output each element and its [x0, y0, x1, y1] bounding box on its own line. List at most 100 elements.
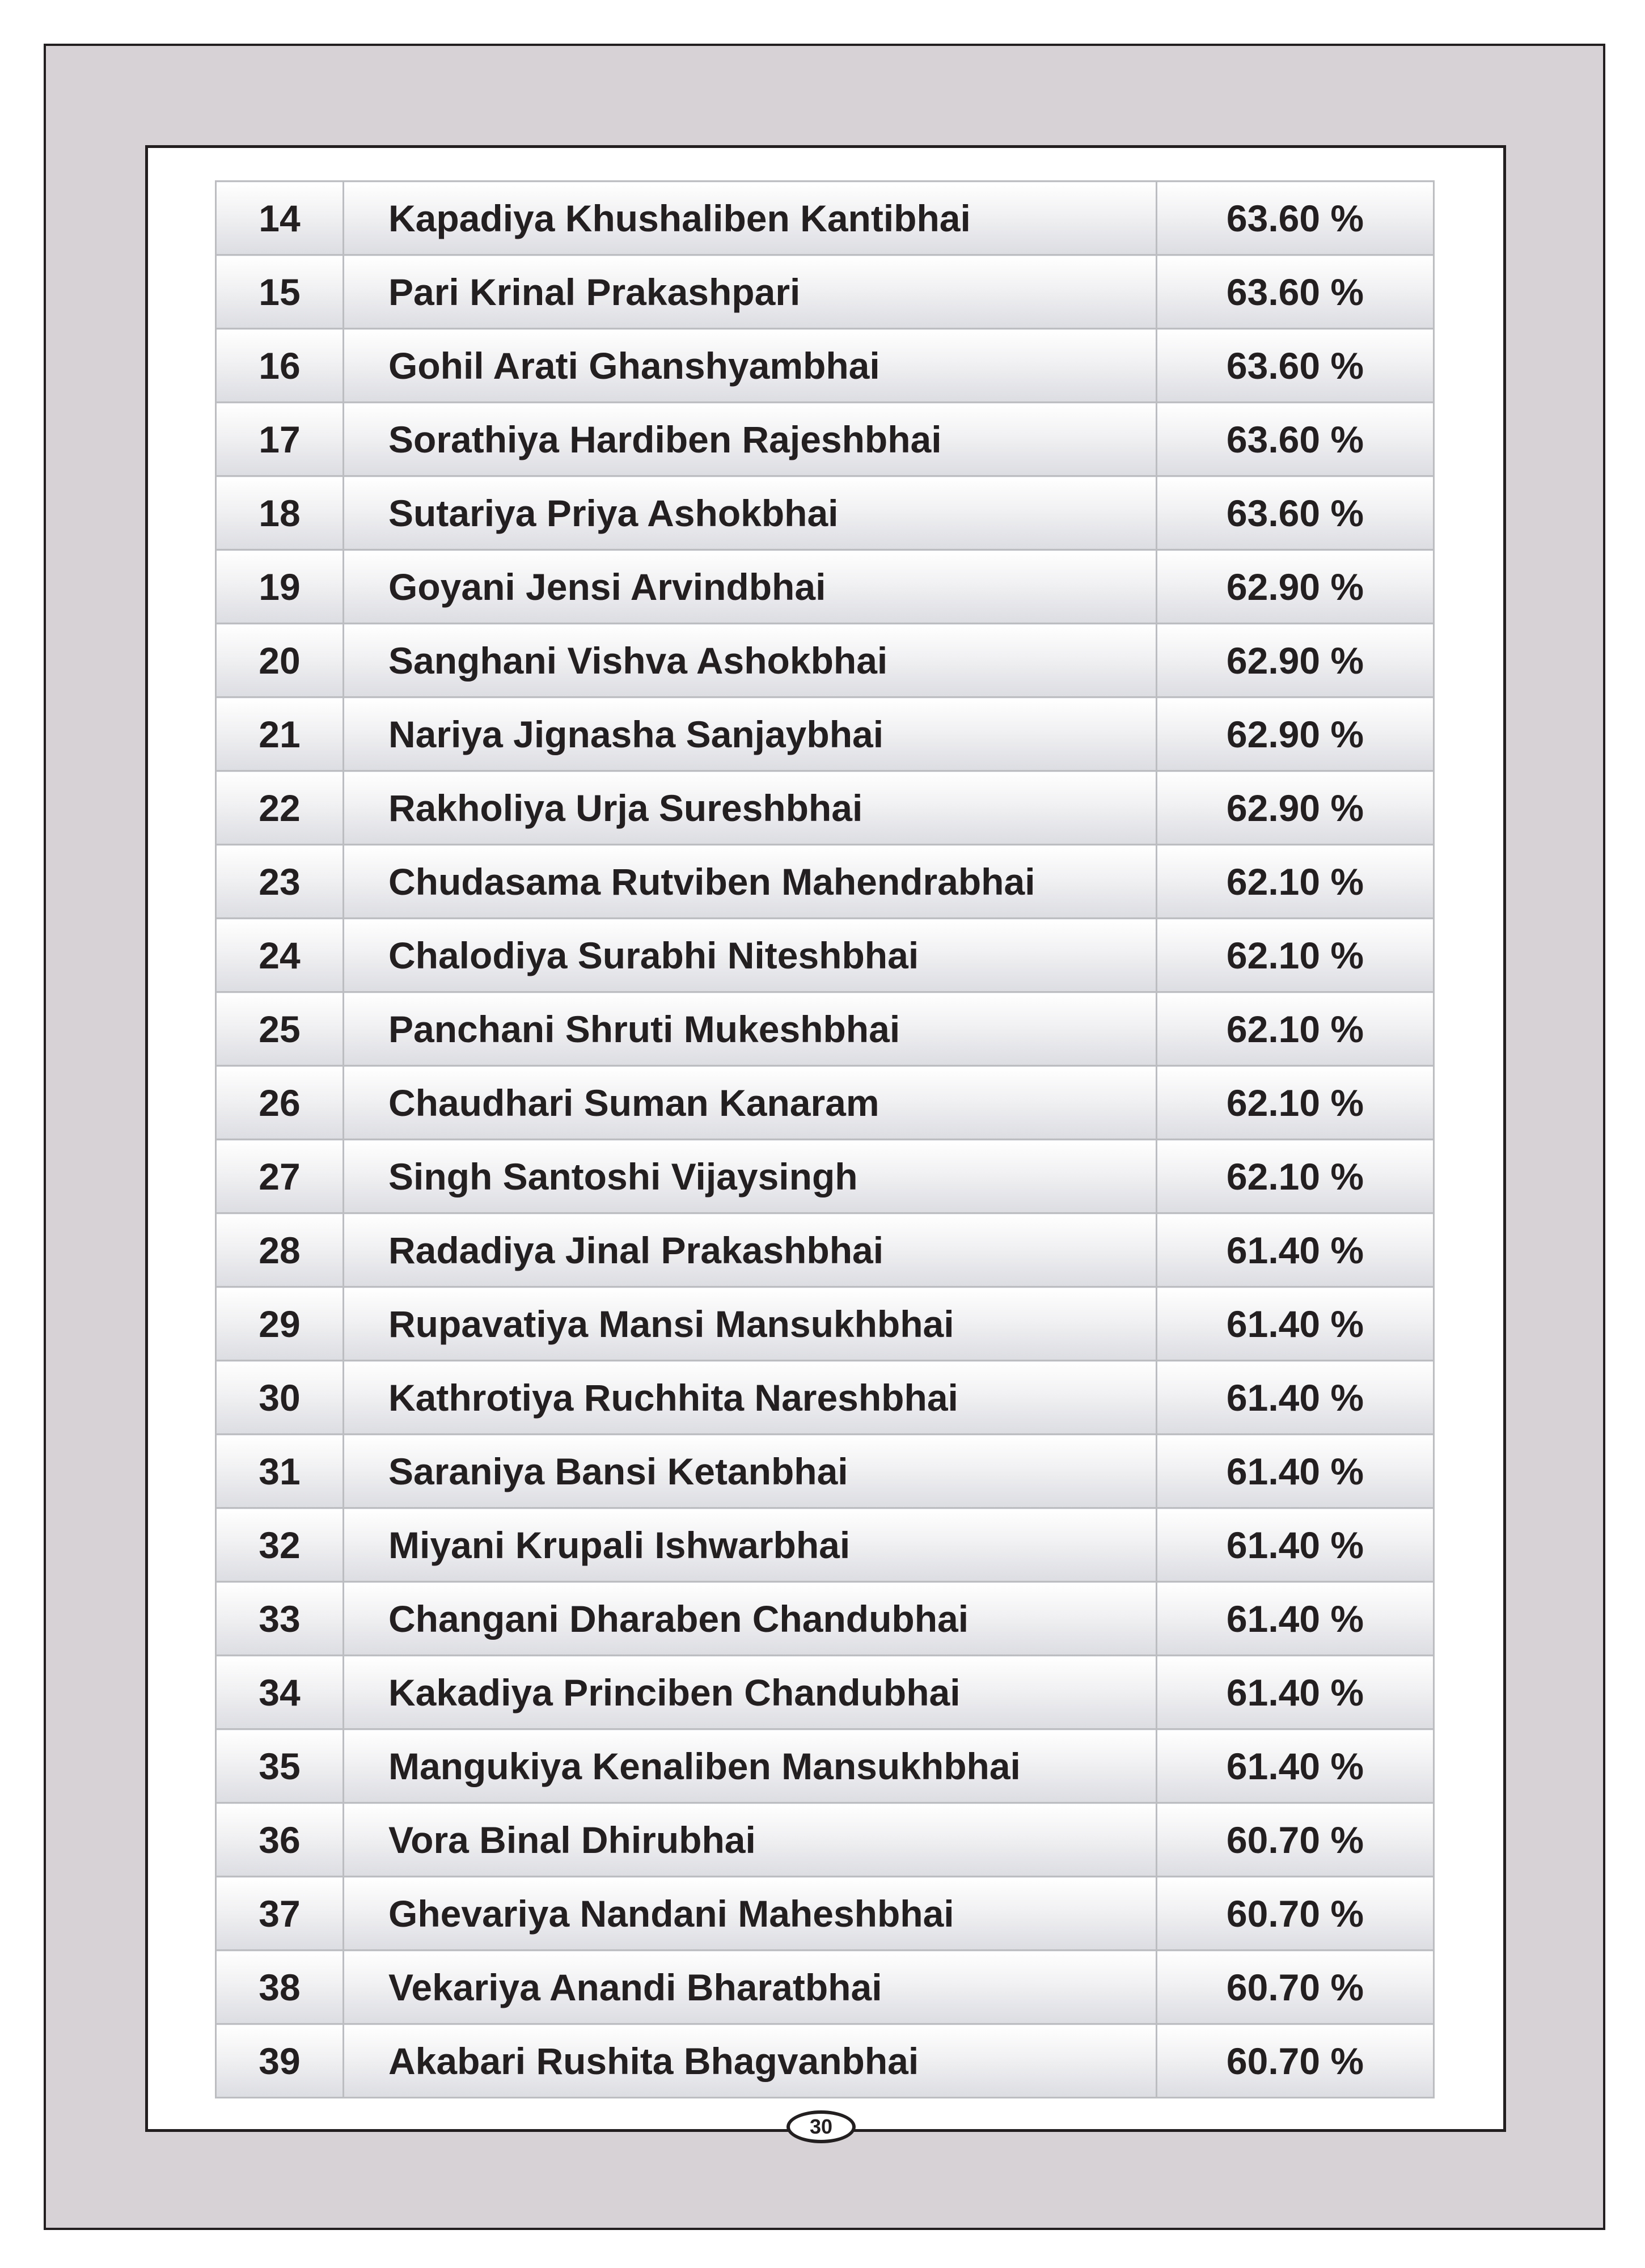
name-cell: Singh Santoshi Vijaysingh [342, 1139, 1157, 1214]
rank-cell: 29 [215, 1286, 344, 1361]
table-row: 34 Kakadiya Princiben Chandubhai 61.40 % [215, 1655, 1435, 1730]
rank-cell: 35 [215, 1728, 344, 1804]
percent-cell: 60.70 % [1156, 1876, 1435, 1951]
rank-cell: 15 [215, 254, 344, 329]
name-cell: Kakadiya Princiben Chandubhai [342, 1655, 1157, 1730]
table-row: 38 Vekariya Anandi Bharatbhai 60.70 % [215, 1949, 1435, 2025]
rank-cell: 33 [215, 1581, 344, 1656]
table-row: 29 Rupavatiya Mansi Mansukhbhai 61.40 % [215, 1286, 1435, 1361]
name-cell: Nariya Jignasha Sanjaybhai [342, 696, 1157, 772]
name-cell: Mangukiya Kenaliben Mansukhbhai [342, 1728, 1157, 1804]
table-row: 18 Sutariya Priya Ashokbhai 63.60 % [215, 475, 1435, 551]
page-number: 30 [786, 2110, 856, 2143]
name-cell: Vekariya Anandi Bharatbhai [342, 1949, 1157, 2025]
percent-cell: 61.40 % [1156, 1286, 1435, 1361]
name-cell: Sorathiya Hardiben Rajeshbhai [342, 401, 1157, 477]
percent-cell: 60.70 % [1156, 1802, 1435, 1877]
rank-cell: 30 [215, 1360, 344, 1435]
percent-cell: 62.90 % [1156, 549, 1435, 624]
name-cell: Kathrotiya Ruchhita Nareshbhai [342, 1360, 1157, 1435]
percent-cell: 62.10 % [1156, 917, 1435, 993]
percent-cell: 63.60 % [1156, 180, 1435, 256]
percent-cell: 61.40 % [1156, 1581, 1435, 1656]
table-row: 37 Ghevariya Nandani Maheshbhai 60.70 % [215, 1876, 1435, 1951]
percent-cell: 61.40 % [1156, 1728, 1435, 1804]
name-cell: Ghevariya Nandani Maheshbhai [342, 1876, 1157, 1951]
percent-cell: 63.60 % [1156, 475, 1435, 551]
percent-cell: 62.10 % [1156, 991, 1435, 1067]
results-table: 14 Kapadiya Khushaliben Kantibhai 63.60 % 1… [215, 180, 1435, 2098]
name-cell: Changani Dharaben Chandubhai [342, 1581, 1157, 1656]
rank-cell: 32 [215, 1507, 344, 1582]
table-row: 17 Sorathiya Hardiben Rajeshbhai 63.60 % [215, 401, 1435, 477]
name-cell: Akabari Rushita Bhagvanbhai [342, 2023, 1157, 2098]
percent-cell: 60.70 % [1156, 1949, 1435, 2025]
name-cell: Kapadiya Khushaliben Kantibhai [342, 180, 1157, 256]
name-cell: Sanghani Vishva Ashokbhai [342, 623, 1157, 698]
table-row: 28 Radadiya Jinal Prakashbhai 61.40 % [215, 1212, 1435, 1288]
rank-cell: 26 [215, 1065, 344, 1140]
table-row: 16 Gohil Arati Ghanshyambhai 63.60 % [215, 328, 1435, 403]
table-row: 25 Panchani Shruti Mukeshbhai 62.10 % [215, 991, 1435, 1067]
table-row: 21 Nariya Jignasha Sanjaybhai 62.90 % [215, 696, 1435, 772]
name-cell: Panchani Shruti Mukeshbhai [342, 991, 1157, 1067]
table-row: 22 Rakholiya Urja Sureshbhai 62.90 % [215, 770, 1435, 845]
rank-cell: 22 [215, 770, 344, 845]
name-cell: Gohil Arati Ghanshyambhai [342, 328, 1157, 403]
rank-cell: 19 [215, 549, 344, 624]
name-cell: Goyani Jensi Arvindbhai [342, 549, 1157, 624]
rank-cell: 37 [215, 1876, 344, 1951]
rank-cell: 16 [215, 328, 344, 403]
rank-cell: 21 [215, 696, 344, 772]
table-row: 19 Goyani Jensi Arvindbhai 62.90 % [215, 549, 1435, 624]
rank-cell: 18 [215, 475, 344, 551]
rank-cell: 28 [215, 1212, 344, 1288]
rank-cell: 14 [215, 180, 344, 256]
percent-cell: 61.40 % [1156, 1507, 1435, 1582]
table-row: 31 Saraniya Bansi Ketanbhai 61.40 % [215, 1433, 1435, 1509]
table-row: 30 Kathrotiya Ruchhita Nareshbhai 61.40 % [215, 1360, 1435, 1435]
rank-cell: 17 [215, 401, 344, 477]
percent-cell: 62.10 % [1156, 844, 1435, 919]
name-cell: Rakholiya Urja Sureshbhai [342, 770, 1157, 845]
percent-cell: 62.90 % [1156, 696, 1435, 772]
percent-cell: 60.70 % [1156, 2023, 1435, 2098]
percent-cell: 61.40 % [1156, 1212, 1435, 1288]
rank-cell: 34 [215, 1655, 344, 1730]
rank-cell: 36 [215, 1802, 344, 1877]
percent-cell: 61.40 % [1156, 1655, 1435, 1730]
name-cell: Chudasama Rutviben Mahendrabhai [342, 844, 1157, 919]
name-cell: Rupavatiya Mansi Mansukhbhai [342, 1286, 1157, 1361]
name-cell: Miyani Krupali Ishwarbhai [342, 1507, 1157, 1582]
table-row: 39 Akabari Rushita Bhagvanbhai 60.70 % [215, 2023, 1435, 2098]
rank-cell: 31 [215, 1433, 344, 1509]
table-row: 32 Miyani Krupali Ishwarbhai 61.40 % [215, 1507, 1435, 1582]
rank-cell: 27 [215, 1139, 344, 1214]
table-row: 23 Chudasama Rutviben Mahendrabhai 62.10 % [215, 844, 1435, 919]
rank-cell: 20 [215, 623, 344, 698]
name-cell: Chaudhari Suman Kanaram [342, 1065, 1157, 1140]
table-row: 26 Chaudhari Suman Kanaram 62.10 % [215, 1065, 1435, 1140]
table-row: 36 Vora Binal Dhirubhai 60.70 % [215, 1802, 1435, 1877]
rank-cell: 39 [215, 2023, 344, 2098]
percent-cell: 61.40 % [1156, 1360, 1435, 1435]
percent-cell: 62.10 % [1156, 1139, 1435, 1214]
table-row: 20 Sanghani Vishva Ashokbhai 62.90 % [215, 623, 1435, 698]
percent-cell: 63.60 % [1156, 328, 1435, 403]
percent-cell: 63.60 % [1156, 254, 1435, 329]
percent-cell: 62.90 % [1156, 770, 1435, 845]
name-cell: Radadiya Jinal Prakashbhai [342, 1212, 1157, 1288]
table-row: 33 Changani Dharaben Chandubhai 61.40 % [215, 1581, 1435, 1656]
name-cell: Pari Krinal Prakashpari [342, 254, 1157, 329]
table-row: 27 Singh Santoshi Vijaysingh 62.10 % [215, 1139, 1435, 1214]
percent-cell: 62.10 % [1156, 1065, 1435, 1140]
rank-cell: 23 [215, 844, 344, 919]
rank-cell: 25 [215, 991, 344, 1067]
table-row: 35 Mangukiya Kenaliben Mansukhbhai 61.40 % [215, 1728, 1435, 1804]
percent-cell: 61.40 % [1156, 1433, 1435, 1509]
name-cell: Chalodiya Surabhi Niteshbhai [342, 917, 1157, 993]
percent-cell: 62.90 % [1156, 623, 1435, 698]
rank-cell: 24 [215, 917, 344, 993]
name-cell: Saraniya Bansi Ketanbhai [342, 1433, 1157, 1509]
table-row: 15 Pari Krinal Prakashpari 63.60 % [215, 254, 1435, 329]
